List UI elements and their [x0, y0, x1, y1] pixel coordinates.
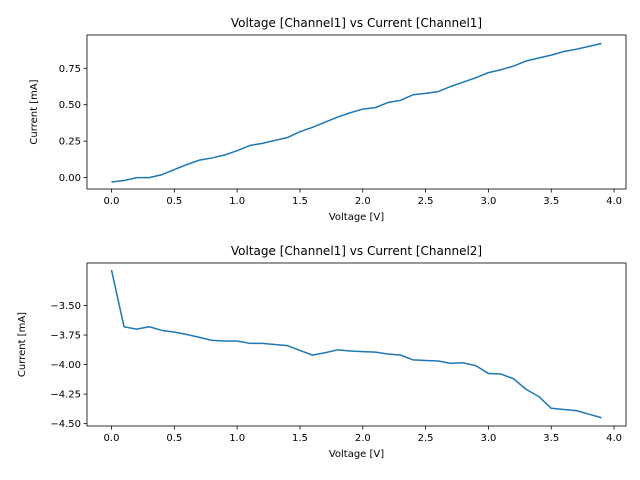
x-tick-label: 0.5 — [166, 196, 182, 207]
x-tick-label: 2.0 — [355, 433, 371, 444]
plot-frame — [86, 34, 627, 190]
x-tick-label: 1.0 — [229, 433, 245, 444]
x-tick-label: 1.0 — [229, 196, 245, 207]
x-tick-label: 4.0 — [606, 433, 622, 444]
series-line — [110, 269, 602, 419]
chart-title: Voltage [Channel1] vs Current [Channel2] — [231, 244, 482, 258]
x-tick-label: 3.0 — [480, 196, 496, 207]
y-tick-label: 0.25 — [59, 137, 81, 148]
x-tick-label: 0.5 — [166, 433, 182, 444]
x-tick-label: 2.5 — [418, 196, 434, 207]
chart-panel-1: Voltage [Channel1] vs Current [Channel1]… — [29, 16, 627, 223]
x-tick-label: 2.5 — [418, 433, 434, 444]
x-tick-label: 0.0 — [104, 433, 120, 444]
y-tick-label: 0.50 — [59, 100, 81, 111]
chart-title: Voltage [Channel1] vs Current [Channel1] — [231, 16, 482, 30]
plot-frame — [86, 262, 627, 427]
x-axis-label: Voltage [V] — [329, 212, 384, 223]
y-tick-label: −3.50 — [50, 301, 81, 312]
x-tick-label: 1.5 — [292, 433, 308, 444]
chart-panel-2: Voltage [Channel1] vs Current [Channel2]… — [17, 244, 627, 460]
x-tick-label: 4.0 — [606, 196, 622, 207]
x-axis-label: Voltage [V] — [329, 449, 384, 460]
x-tick-label: 3.5 — [543, 196, 559, 207]
y-tick-label: 0.00 — [59, 173, 81, 184]
x-tick-label: 3.5 — [543, 433, 559, 444]
y-tick-label: −4.00 — [50, 360, 81, 371]
x-tick-label: 3.0 — [480, 433, 496, 444]
x-tick-label: 1.5 — [292, 196, 308, 207]
charts: Voltage [Channel1] vs Current [Channel1]… — [17, 16, 627, 460]
y-axis-label: Current [mA] — [17, 312, 28, 377]
y-tick-label: −4.25 — [50, 390, 81, 401]
y-tick-label: −3.75 — [50, 331, 81, 342]
x-tick-label: 0.0 — [104, 196, 120, 207]
y-axis-label: Current [mA] — [29, 79, 40, 144]
y-tick-label: −4.50 — [50, 419, 81, 430]
y-tick-label: 0.75 — [59, 64, 81, 75]
x-tick-label: 2.0 — [355, 196, 371, 207]
series-line — [111, 42, 602, 183]
